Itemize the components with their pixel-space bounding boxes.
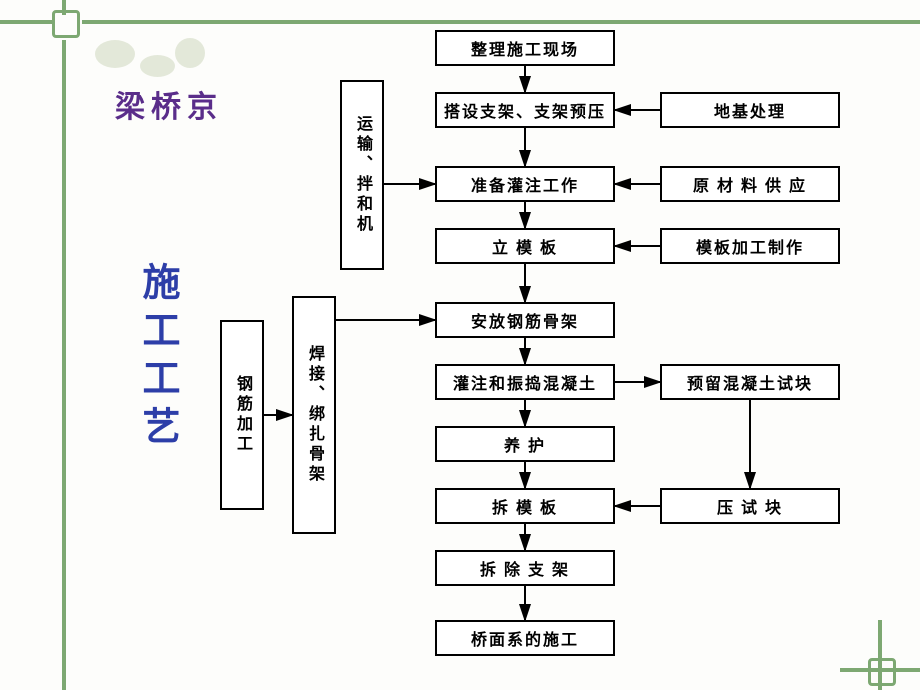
side-title: 施工工艺 (130, 262, 185, 454)
flow-box-r5: 压 试 块 (660, 488, 840, 524)
flow-box-c9: 拆 除 支 架 (435, 550, 615, 586)
flow-box-c10: 桥面系的施工 (435, 620, 615, 656)
flow-box-c8: 拆 模 板 (435, 488, 615, 524)
flow-box-r1: 地基处理 (660, 92, 840, 128)
flow-vbox-v1: 运输、拌和机 (340, 80, 384, 270)
deco-top-h1 (0, 20, 55, 24)
flow-box-r2: 原 材 料 供 应 (660, 166, 840, 202)
flow-box-c2: 搭设支架、支架预压 (435, 92, 615, 128)
flow-box-c6: 灌注和振捣混凝土 (435, 364, 615, 400)
petal-deco (175, 38, 205, 68)
deco-top-h2 (82, 20, 920, 24)
petal-deco (140, 55, 175, 77)
petal-deco (95, 40, 135, 68)
flow-box-c3: 准备灌注工作 (435, 166, 615, 202)
flow-box-c4: 立 模 板 (435, 228, 615, 264)
flow-box-c7: 养 护 (435, 426, 615, 462)
deco-top-knot (52, 10, 80, 38)
deco-bot-knot (868, 658, 896, 686)
flow-box-r4: 预留混凝土试块 (660, 364, 840, 400)
flow-vbox-v2: 焊接、绑扎骨架 (292, 296, 336, 534)
flow-box-c5: 安放钢筋骨架 (435, 302, 615, 338)
flow-box-c1: 整理施工现场 (435, 30, 615, 66)
deco-left-v2 (62, 40, 66, 690)
flow-box-r3: 模板加工制作 (660, 228, 840, 264)
flow-vbox-v3: 钢筋加工 (220, 320, 264, 510)
page-title: 梁桥京 (115, 82, 223, 126)
